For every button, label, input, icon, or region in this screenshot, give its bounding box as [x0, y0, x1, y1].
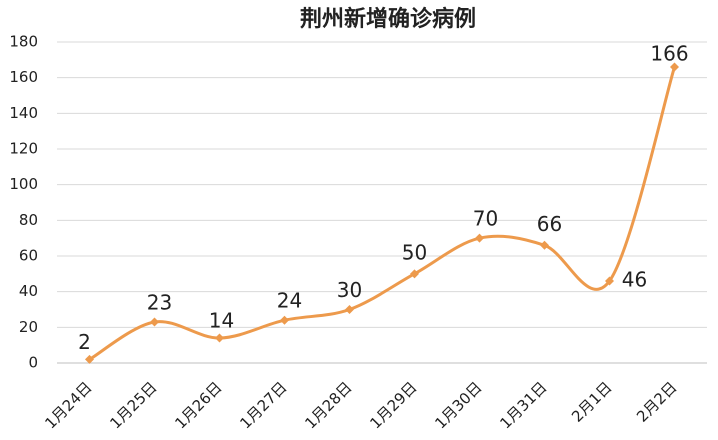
- y-tick-label: 60: [19, 247, 38, 265]
- marker: [150, 317, 159, 327]
- data-label: 66: [537, 212, 562, 236]
- marker: [280, 315, 289, 325]
- y-tick-label: 140: [9, 104, 38, 122]
- x-tick-label: 1月31日: [496, 378, 550, 432]
- marker: [410, 269, 419, 279]
- marker: [215, 333, 224, 343]
- marker: [670, 62, 679, 72]
- x-tick-label: 1月26日: [171, 378, 225, 432]
- y-tick-label: 160: [9, 68, 38, 86]
- data-label: 166: [650, 41, 688, 65]
- x-tick-label: 1月27日: [236, 378, 290, 432]
- marker: [345, 305, 354, 314]
- x-tick-label: 1月29日: [366, 378, 420, 432]
- x-tick-label: 2月2日: [633, 378, 680, 425]
- data-label: 30: [337, 278, 362, 302]
- marker: [540, 240, 549, 250]
- x-tick-label: 1月30日: [431, 378, 485, 432]
- chart-title: 荆州新增确诊病例: [300, 6, 476, 32]
- marker: [475, 233, 484, 243]
- x-tick-label: 1月28日: [301, 378, 355, 432]
- y-tick-label: 40: [19, 282, 38, 300]
- x-tick-label: 1月25日: [106, 378, 160, 432]
- x-tick-label: 2月1日: [568, 378, 615, 425]
- x-tick-label: 1月24日: [41, 378, 95, 432]
- data-label: 70: [473, 207, 498, 231]
- marker: [85, 354, 94, 364]
- data-label: 14: [209, 309, 234, 333]
- y-tick-label: 20: [19, 318, 38, 336]
- y-tick-label: 180: [9, 33, 38, 51]
- y-tick-label: 80: [19, 211, 38, 229]
- data-label: 46: [622, 267, 647, 291]
- data-label: 24: [277, 289, 302, 313]
- data-label: 23: [147, 290, 172, 314]
- marker: [605, 276, 614, 286]
- data-label: 2: [78, 330, 91, 354]
- y-tick-label: 100: [9, 175, 38, 193]
- y-tick-label: 0: [28, 354, 38, 372]
- y-tick-label: 120: [9, 140, 38, 158]
- data-label: 50: [402, 240, 427, 264]
- line: [88, 66, 676, 361]
